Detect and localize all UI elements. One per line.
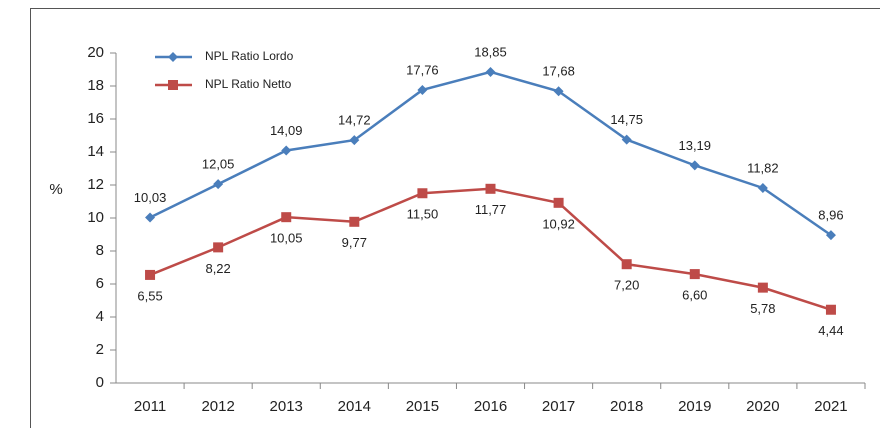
point	[689, 269, 700, 280]
x-tick-label: 2013	[270, 398, 303, 415]
x-tick-label: 2020	[746, 398, 779, 415]
x-tick-label: 2017	[542, 398, 575, 415]
data-label: 6,55	[137, 288, 162, 303]
data-label: 10,92	[542, 216, 575, 231]
data-label: 13,19	[678, 138, 711, 153]
data-label: 5,78	[750, 301, 775, 316]
data-label: 4,44	[818, 323, 843, 338]
x-tick-label: 2012	[201, 398, 234, 415]
point	[757, 182, 768, 193]
point	[168, 52, 178, 62]
y-tick-label: 6	[96, 275, 104, 292]
legend-label: NPL Ratio Netto	[205, 77, 292, 91]
y-axis-label: %	[49, 181, 62, 198]
frame	[30, 8, 880, 428]
x-tick-label: 2018	[610, 398, 643, 415]
point	[168, 80, 178, 90]
legend-label: NPL Ratio Lordo	[205, 49, 294, 63]
point	[213, 179, 224, 190]
point	[621, 259, 632, 270]
point	[145, 269, 156, 280]
point	[689, 160, 700, 171]
y-tick-label: 14	[87, 143, 104, 160]
point	[485, 66, 496, 77]
point	[553, 86, 564, 97]
point	[349, 135, 360, 146]
data-label: 17,68	[542, 64, 575, 79]
point	[349, 216, 360, 227]
point	[281, 145, 292, 156]
x-tick-label: 2016	[474, 398, 507, 415]
point	[417, 188, 428, 199]
y-tick-label: 18	[87, 77, 104, 94]
y-tick-label: 20	[87, 44, 104, 61]
y-tick-label: 2	[96, 341, 104, 358]
data-label: 18,85	[474, 44, 507, 59]
data-label: 14,72	[338, 113, 371, 128]
data-label: 8,96	[818, 208, 843, 223]
data-label: 14,09	[270, 123, 303, 138]
y-tick-label: 4	[96, 308, 104, 325]
y-tick-label: 0	[96, 374, 104, 391]
data-label: 14,75	[610, 112, 643, 127]
data-label: 11,77	[475, 202, 507, 217]
data-label: 11,82	[747, 160, 779, 175]
data-label: 17,76	[406, 62, 439, 77]
data-label: 8,22	[205, 261, 230, 276]
point	[621, 134, 632, 145]
point	[281, 212, 292, 223]
point	[825, 230, 836, 241]
x-tick-label: 2014	[338, 398, 371, 415]
data-label: 6,60	[682, 288, 707, 303]
data-label: 12,05	[202, 157, 235, 172]
x-tick-label: 2015	[406, 398, 439, 415]
point	[825, 304, 836, 315]
y-tick-label: 12	[87, 176, 104, 193]
point	[485, 183, 496, 194]
point	[213, 242, 224, 253]
point	[757, 282, 768, 293]
data-label: 9,77	[342, 235, 367, 250]
y-tick-label: 16	[87, 110, 104, 127]
point	[417, 84, 428, 95]
y-tick-label: 8	[96, 242, 104, 259]
x-tick-label: 2019	[678, 398, 711, 415]
data-label: 7,20	[614, 278, 639, 293]
data-label: 10,05	[270, 231, 303, 246]
x-tick-label: 2021	[814, 398, 847, 415]
x-tick-label: 2011	[134, 398, 166, 415]
point	[553, 197, 564, 208]
data-label: 10,03	[134, 190, 167, 205]
y-tick-label: 10	[87, 209, 104, 226]
data-label: 11,50	[407, 207, 439, 222]
point	[145, 212, 156, 223]
